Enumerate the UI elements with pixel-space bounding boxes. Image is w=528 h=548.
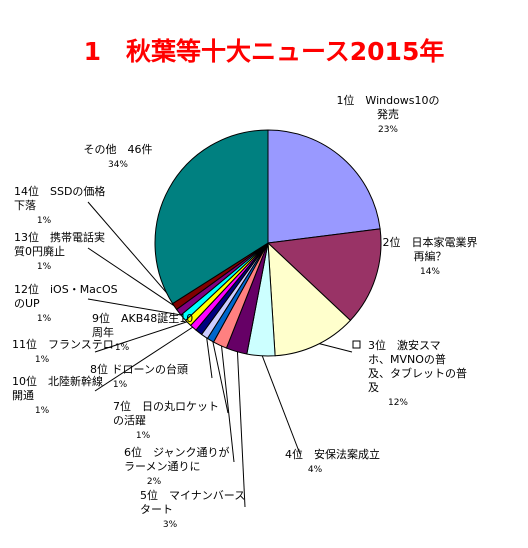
leader-line-10 bbox=[94, 325, 196, 392]
chart-title: 1 秋葉等十大ニュース2015年 bbox=[83, 37, 445, 66]
pie-slice-1 bbox=[267, 129, 381, 244]
slice-label-line: 開通 bbox=[12, 389, 34, 402]
slice-label-line: 1位 Windows10の bbox=[336, 93, 439, 107]
pie-slice-2 bbox=[266, 228, 382, 322]
slice-percent-label: 1% bbox=[113, 380, 128, 390]
pie-slice-15 bbox=[154, 129, 269, 305]
slice-label-line: ホ、MVNOの普 bbox=[368, 352, 446, 366]
slice-label-line: 周年 bbox=[92, 325, 114, 339]
slice-percent-label: 3% bbox=[163, 520, 178, 530]
leader-line-8 bbox=[205, 333, 213, 379]
leader-line-13 bbox=[87, 247, 182, 311]
leader-line-7 bbox=[211, 337, 229, 414]
slice-label-line: 及、タブレットの普 bbox=[368, 366, 467, 380]
slice-percent-label: 1% bbox=[35, 355, 50, 365]
slice-percent-label: 14% bbox=[420, 267, 440, 277]
leader-line-11 bbox=[94, 320, 191, 353]
slice-label-line: 7位 日の丸ロケット bbox=[113, 399, 219, 413]
slice-percent-label: 1% bbox=[37, 262, 52, 272]
slice-label-line: ラーメン通りに bbox=[124, 460, 201, 473]
slice-label-line: のUP bbox=[14, 297, 40, 310]
slice-label-line: タート bbox=[140, 503, 173, 516]
slice-label-8: 8位 ドローンの台頭 1% bbox=[90, 362, 188, 390]
slice-label-line: 9位 AKB48誕生10 bbox=[92, 311, 193, 325]
slice-label-line: 4位 安保法案成立 bbox=[285, 447, 380, 461]
slice-label-line: 2位 日本家電業界 bbox=[383, 235, 478, 249]
slice-label-line: 13位 携帯電話実 bbox=[14, 230, 105, 244]
slice-percent-label: 4% bbox=[308, 465, 323, 475]
leader-line-3 bbox=[314, 342, 353, 353]
slice-percent-label: 1% bbox=[37, 216, 52, 226]
leader-line-6 bbox=[220, 342, 235, 463]
slice-percent-label: 1% bbox=[37, 314, 52, 324]
slice-label-line: その他 46件 bbox=[84, 143, 153, 156]
slice-label-line: 10位 北陸新幹線 bbox=[12, 374, 103, 388]
slice-label-line: 6位 ジャンク通りが bbox=[124, 445, 229, 459]
slice-label-line: 下落 bbox=[14, 199, 36, 212]
slice-percent-label: 12% bbox=[388, 398, 408, 408]
slice-label-line: 5位 マイナンバース bbox=[140, 488, 245, 502]
slice-label-line: 3位 激安スマ bbox=[368, 338, 441, 352]
slice-label-line: 再編？ bbox=[414, 249, 447, 263]
leader-line-14 bbox=[87, 201, 178, 306]
slice-label-15: その他 46件 34% bbox=[84, 143, 153, 170]
leader-line-5 bbox=[236, 348, 246, 508]
slice-percent-label: 2% bbox=[147, 477, 162, 487]
slice-percent-label: 34% bbox=[108, 160, 128, 170]
slice-label-line: 8位 ドローンの台頭 bbox=[90, 362, 188, 376]
slice-label-4: 4位 安保法案成立 4% bbox=[285, 447, 380, 475]
legend-marker bbox=[352, 340, 361, 349]
slice-label-line: の活躍 bbox=[113, 414, 146, 427]
leader-line-4 bbox=[260, 352, 301, 455]
slice-percent-label: 1% bbox=[115, 343, 130, 353]
slice-label-line: 発売 bbox=[377, 107, 399, 121]
slice-percent-label: 23% bbox=[378, 125, 398, 135]
pie-slice-3 bbox=[267, 241, 352, 357]
slice-label-11: 11位 フランステロ 1% bbox=[12, 337, 114, 365]
slice-percent-label: 1% bbox=[136, 431, 151, 441]
pie-slices bbox=[154, 129, 382, 357]
slice-label-line: 12位 iOS・MacOS bbox=[14, 282, 118, 296]
slice-label-line: 質0円廃止 bbox=[14, 244, 65, 258]
slice-label-line: 11位 フランステロ bbox=[12, 337, 114, 351]
slice-percent-label: 1% bbox=[35, 406, 50, 416]
slice-label-line: 及 bbox=[368, 381, 379, 394]
leader-line-12 bbox=[87, 298, 186, 317]
slice-label-line: 14位 SSDの価格 bbox=[14, 184, 105, 198]
